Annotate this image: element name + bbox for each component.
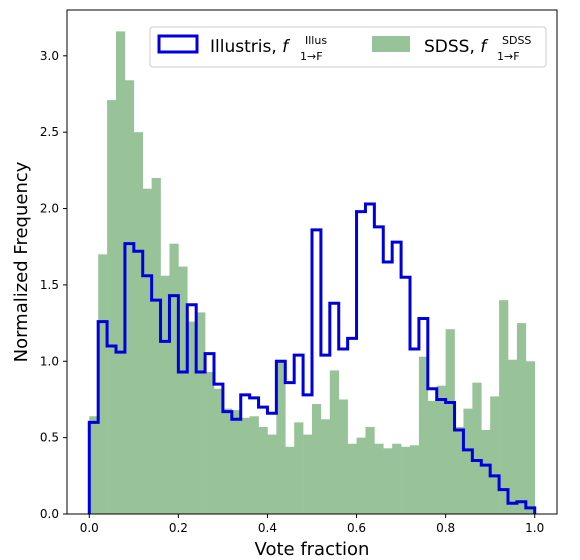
sdss-bar bbox=[240, 417, 250, 514]
legend-sdss-swatch bbox=[372, 36, 410, 52]
sdss-bar bbox=[222, 408, 233, 514]
sdss-bar bbox=[107, 100, 117, 514]
sdss-bars bbox=[89, 31, 536, 515]
y-tick-label: 2.0 bbox=[40, 202, 59, 216]
sdss-bar bbox=[347, 443, 357, 514]
y-tick-label: 1.0 bbox=[40, 354, 59, 368]
sdss-bar bbox=[508, 359, 518, 514]
sdss-bar bbox=[258, 426, 268, 514]
sdss-bar bbox=[294, 422, 304, 514]
legend-sdss-label: SDSS, f bbox=[424, 37, 489, 57]
y-tick-label: 0.0 bbox=[40, 507, 59, 521]
sdss-bar bbox=[249, 416, 259, 514]
sdss-bar bbox=[124, 80, 135, 514]
sdss-bar bbox=[490, 396, 500, 514]
sdss-bar bbox=[329, 370, 340, 514]
sdss-bar bbox=[196, 312, 206, 514]
y-tick-label: 3.0 bbox=[40, 49, 59, 63]
sdss-bar bbox=[472, 382, 482, 514]
sdss-bar bbox=[401, 446, 411, 514]
sdss-bar bbox=[436, 385, 446, 514]
sdss-bar bbox=[267, 434, 277, 514]
sdss-bar bbox=[133, 132, 144, 514]
x-axis-ticks: 0.0 0.2 0.4 0.6 0.8 1.0 bbox=[80, 514, 544, 535]
sdss-bar bbox=[98, 254, 108, 514]
sdss-bar bbox=[116, 31, 126, 515]
sdss-bar bbox=[383, 448, 393, 514]
legend-illustris-sub: 1→F bbox=[300, 50, 323, 63]
sdss-bar bbox=[303, 434, 313, 514]
sdss-bar bbox=[427, 400, 438, 514]
sdss-bar bbox=[142, 188, 152, 514]
sdss-bar bbox=[454, 426, 464, 514]
sdss-bar bbox=[418, 356, 429, 514]
sdss-bar bbox=[231, 410, 242, 514]
sdss-bar bbox=[445, 329, 455, 514]
sdss-bar bbox=[169, 243, 179, 514]
legend-illustris-swatch bbox=[157, 34, 199, 54]
sdss-bar bbox=[481, 430, 491, 514]
x-axis-label: Vote fraction bbox=[255, 539, 370, 560]
y-axis-label: Normalized Frequency bbox=[11, 161, 32, 362]
sdss-bar bbox=[374, 443, 384, 514]
y-tick-label: 0.5 bbox=[40, 431, 59, 445]
sdss-bar bbox=[312, 404, 322, 514]
x-tick-label: 0.4 bbox=[258, 521, 277, 535]
sdss-bar bbox=[320, 419, 331, 514]
sdss-bar bbox=[338, 399, 348, 514]
x-tick-label: 0.8 bbox=[436, 521, 455, 535]
sdss-bar bbox=[160, 275, 170, 514]
illustris-step-line bbox=[87, 202, 537, 514]
sdss-bar bbox=[392, 443, 402, 514]
x-tick-label: 0.2 bbox=[169, 521, 188, 535]
sdss-bar bbox=[516, 323, 527, 514]
sdss-bar bbox=[178, 266, 188, 514]
sdss-bar bbox=[276, 359, 286, 514]
sdss-bar bbox=[356, 437, 366, 514]
sdss-bar bbox=[89, 416, 99, 514]
y-tick-label: 1.5 bbox=[40, 278, 59, 292]
sdss-bar bbox=[151, 178, 161, 514]
sdss-bar bbox=[187, 321, 197, 514]
legend-box bbox=[149, 26, 547, 68]
plot-frame bbox=[66, 9, 558, 515]
legend-sdss-sub: 1→F bbox=[497, 50, 520, 63]
legend-illustris-label: Illustris, f bbox=[210, 37, 291, 57]
sdss-bar bbox=[499, 300, 509, 514]
x-tick-label: 0.6 bbox=[347, 521, 366, 535]
sdss-bar bbox=[365, 426, 375, 514]
sdss-bar bbox=[214, 388, 224, 514]
x-tick-label: 0.0 bbox=[80, 521, 99, 535]
legend-sdss-sup: SDSS bbox=[502, 34, 531, 47]
y-axis-ticks: 0.0 0.5 1.0 1.5 2.0 2.5 3.0 bbox=[40, 49, 67, 521]
sdss-bar bbox=[205, 371, 215, 514]
y-tick-label: 2.5 bbox=[40, 125, 59, 139]
sdss-bar bbox=[463, 408, 473, 514]
legend-illustris-sup: Illus bbox=[305, 34, 327, 47]
sdss-bar bbox=[410, 445, 420, 514]
x-tick-label: 1.0 bbox=[525, 521, 544, 535]
sdss-bar bbox=[525, 361, 536, 514]
legend: Illustris, f Illus 1→F SDSS, f SDSS 1→F bbox=[149, 26, 547, 68]
sdss-bar bbox=[285, 446, 295, 514]
